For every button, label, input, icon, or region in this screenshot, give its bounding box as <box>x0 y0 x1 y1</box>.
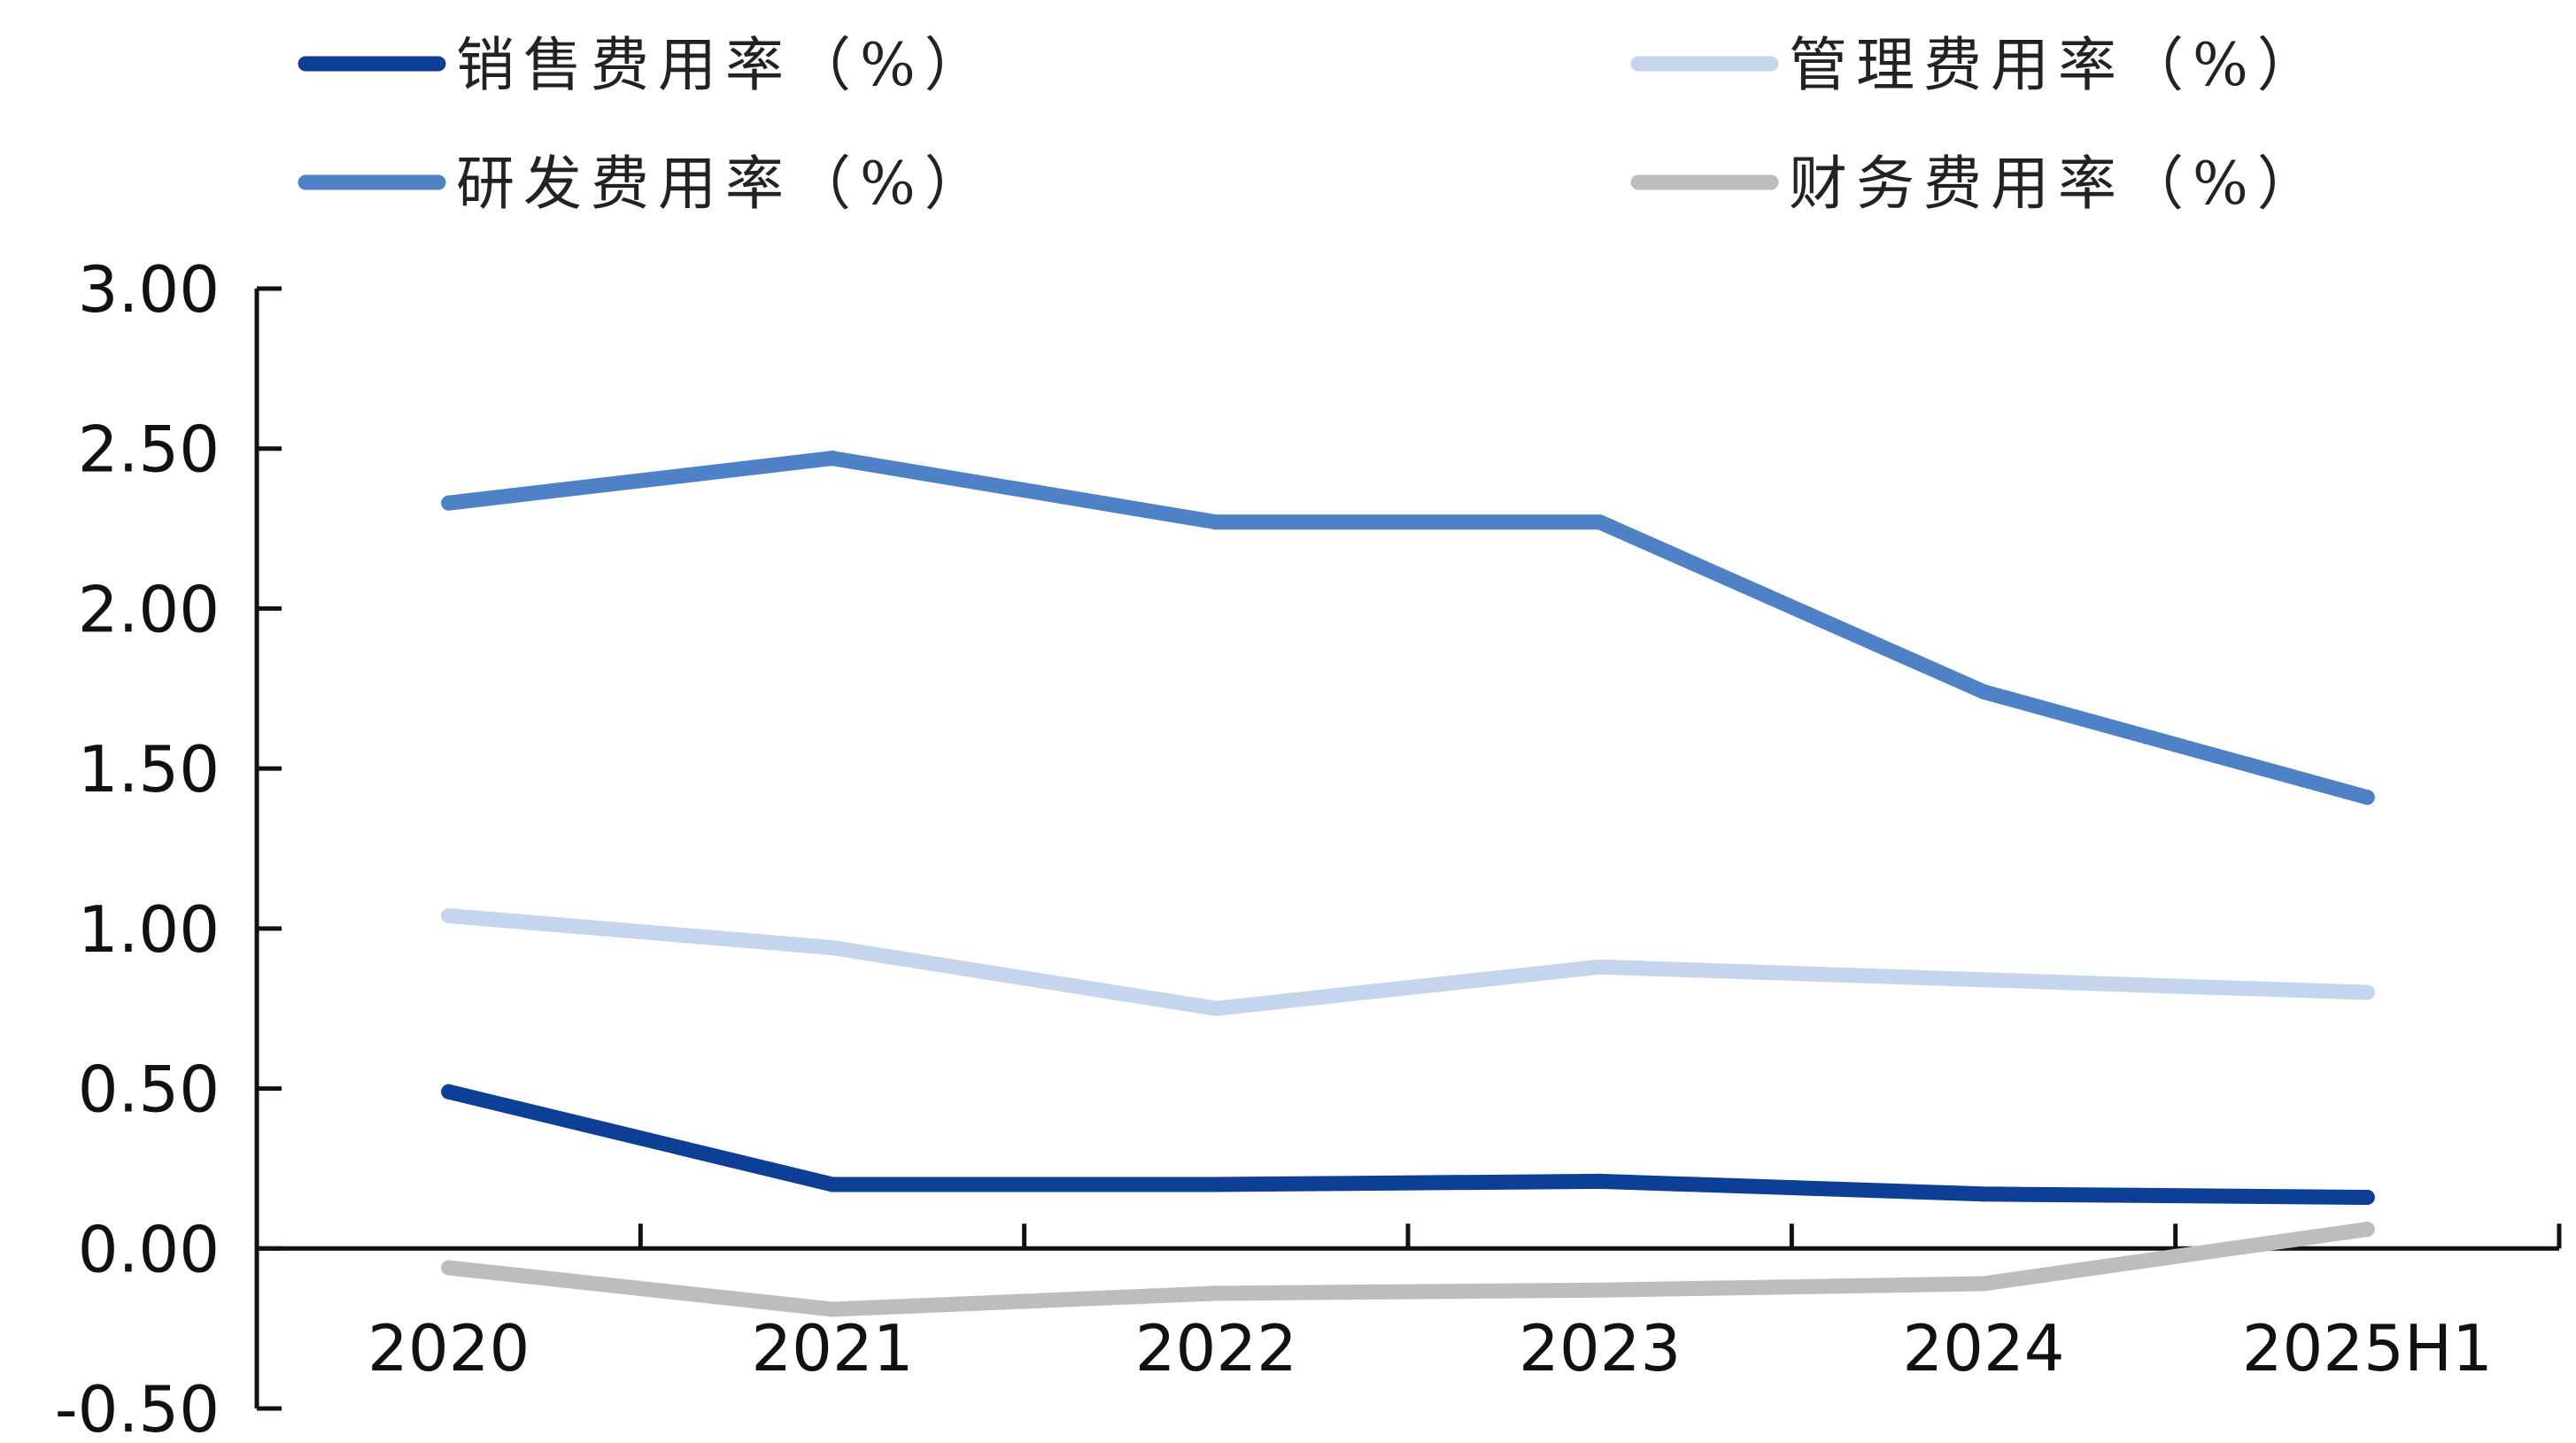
series-line <box>441 1084 2375 1205</box>
data-point <box>1976 683 1992 699</box>
data-point <box>1208 1000 1224 1016</box>
data-point <box>824 451 840 467</box>
data-point <box>441 495 457 511</box>
data-point <box>2359 1189 2375 1205</box>
x-tick-label: 2024 <box>1902 1311 2064 1385</box>
axes: 3.00 2.50 2.00 1.50 1.00 0.50 0.00 -0.50 2020 202… <box>55 252 2562 1443</box>
data-point <box>2359 790 2375 806</box>
data-point <box>2359 1222 2375 1238</box>
data-point <box>824 1301 840 1317</box>
x-tick-label: 2020 <box>367 1311 530 1385</box>
series-line <box>441 451 2375 806</box>
x-tick-label: 2021 <box>751 1311 913 1385</box>
data-point <box>441 1260 457 1276</box>
y-tick-label: 2.00 <box>78 572 220 646</box>
legend-label: 销售费用率（%） <box>456 31 992 99</box>
data-point <box>1592 1173 1608 1189</box>
x-tick-label: 2023 <box>1519 1311 1681 1385</box>
y-tick-label: 2.50 <box>78 413 220 487</box>
series-lines <box>441 451 2375 1317</box>
series-line <box>441 907 2375 1016</box>
legend-label: 研发费用率（%） <box>456 150 992 218</box>
x-tick-label: 2022 <box>1135 1311 1297 1385</box>
data-point <box>1208 1177 1224 1192</box>
legend-label: 管理费用率（%） <box>1789 31 2325 99</box>
data-point <box>2359 984 2375 1000</box>
data-point <box>1976 1276 1992 1292</box>
data-point <box>1976 972 1992 988</box>
data-point <box>441 907 457 923</box>
data-point <box>824 940 840 956</box>
y-tick-label: -0.50 <box>55 1372 220 1443</box>
y-tick-label: 1.00 <box>78 892 220 967</box>
data-point <box>1592 1282 1608 1298</box>
data-point <box>1208 1285 1224 1301</box>
y-tick-label: 3.00 <box>78 252 220 327</box>
data-point <box>441 1084 457 1100</box>
y-tick-label: 0.50 <box>78 1053 220 1127</box>
series-line <box>441 1222 2375 1317</box>
legend-label: 财务费用率（%） <box>1789 150 2325 218</box>
y-tick-label: 0.00 <box>78 1212 220 1286</box>
data-point <box>1592 514 1608 530</box>
data-point <box>1592 959 1608 975</box>
data-point <box>824 1177 840 1192</box>
x-tick-label: 2025H1 <box>2242 1311 2493 1385</box>
y-tick-label: 1.50 <box>78 732 220 806</box>
data-point <box>1976 1186 1992 1202</box>
data-point <box>1208 514 1224 530</box>
legend: 销售费用率（%） 管理费用率（%） 研发费用率（%） 财务费用率（%） <box>298 31 2325 218</box>
